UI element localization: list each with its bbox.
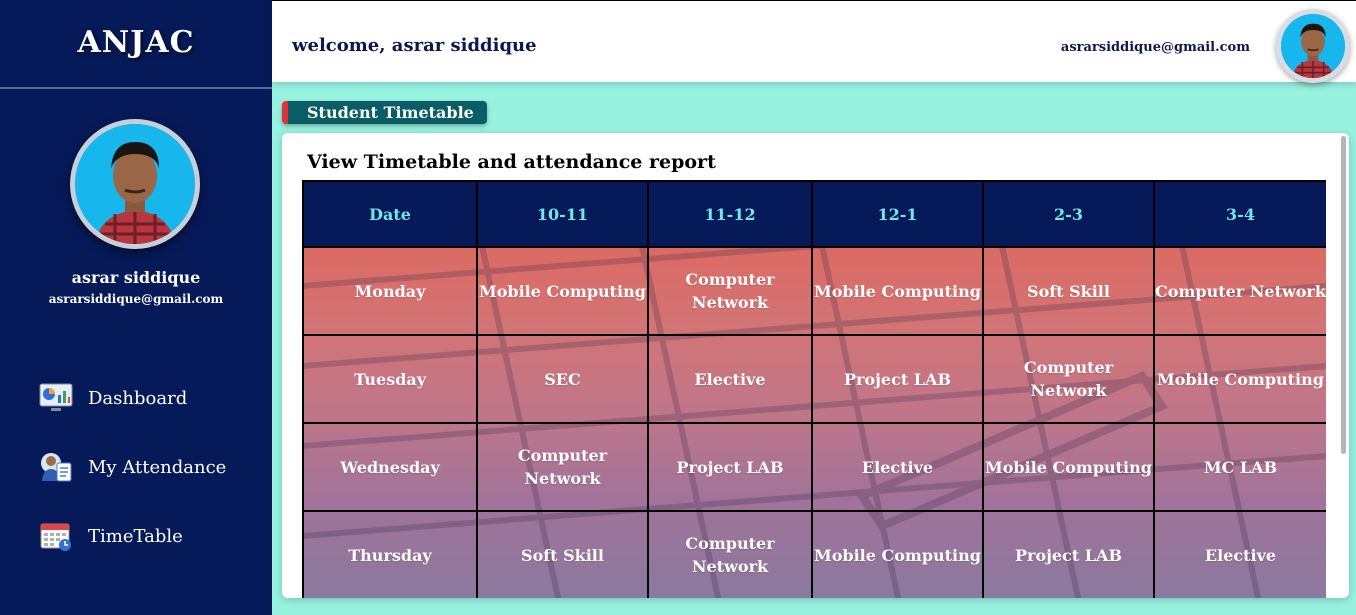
timetable-header-row: Date 10-11 11-12 12-1 2-3 3-4 (302, 180, 1326, 248)
dashboard-icon (38, 381, 74, 415)
period-cell: Computer Network (476, 422, 649, 512)
day-cell: Tuesday (302, 334, 478, 424)
timetable-container: Date 10-11 11-12 12-1 2-3 3-4 Monday Mob… (302, 180, 1326, 598)
card-title: View Timetable and attendance report (307, 151, 716, 173)
period-cell: Elective (647, 334, 813, 424)
day-cell: Wednesday (302, 422, 478, 512)
header-cell: Date (302, 180, 478, 248)
welcome-message: welcome, asrar siddique (292, 35, 537, 56)
user-photo-icon (75, 124, 195, 244)
sidebar-user-name: asrar siddique (71, 268, 201, 287)
nav-label-dashboard: Dashboard (88, 387, 188, 409)
timetable: Date 10-11 11-12 12-1 2-3 3-4 Monday Mob… (302, 180, 1326, 598)
nav-item-my-attendance[interactable]: My Attendance (38, 450, 226, 484)
user-photo-icon (1281, 14, 1345, 78)
day-cell: Monday (302, 246, 478, 336)
nav-item-dashboard[interactable]: Dashboard (38, 381, 187, 415)
header-cell: 12-1 (811, 180, 984, 248)
period-cell: Mobile Computing (811, 246, 984, 336)
top-header: welcome, asrar siddique asrarsiddique@gm… (272, 0, 1356, 83)
table-row: Thursday Soft Skill Computer Network Mob… (302, 510, 1326, 598)
brand-logo[interactable]: ANJAC (0, 0, 272, 89)
sidebar: ANJAC asrar siddique asrarsiddique@gmail… (0, 0, 272, 615)
period-cell: Project LAB (811, 334, 984, 424)
table-row: Monday Mobile Computing Computer Network… (302, 246, 1326, 336)
period-cell: Project LAB (647, 422, 813, 512)
period-cell: Computer Network (647, 510, 813, 598)
period-cell: MC LAB (1153, 422, 1326, 512)
period-cell: Mobile Computing (1153, 334, 1326, 424)
table-row: Tuesday SEC Elective Project LAB Compute… (302, 334, 1326, 424)
scrollbar[interactable] (1341, 136, 1346, 454)
nav-item-timetable[interactable]: TimeTable (38, 519, 183, 553)
nav-label-timetable: TimeTable (88, 525, 183, 547)
header-cell: 3-4 (1153, 180, 1326, 248)
sidebar-avatar (70, 119, 200, 249)
calendar-icon (38, 519, 74, 553)
period-cell: Computer Network (982, 334, 1155, 424)
day-cell: Thursday (302, 510, 478, 598)
period-cell: Mobile Computing (476, 246, 649, 336)
attendance-icon (38, 450, 74, 484)
header-user-email: asrarsiddique@gmail.com (1060, 40, 1250, 55)
period-cell: Elective (1153, 510, 1326, 598)
period-cell: Soft Skill (982, 246, 1155, 336)
period-cell: SEC (476, 334, 649, 424)
period-cell: Mobile Computing (811, 510, 984, 598)
period-cell: Elective (811, 422, 984, 512)
header-cell: 2-3 (982, 180, 1155, 248)
period-cell: Computer Network (1153, 246, 1326, 336)
period-cell: Soft Skill (476, 510, 649, 598)
timetable-card: View Timetable and attendance report (282, 133, 1349, 598)
period-cell: Project LAB (982, 510, 1155, 598)
section-title-tag: Student Timetable (282, 101, 487, 124)
table-row: Wednesday Computer Network Project LAB E… (302, 422, 1326, 512)
period-cell: Mobile Computing (982, 422, 1155, 512)
nav-label-my-attendance: My Attendance (88, 456, 227, 478)
sidebar-user-email: asrarsiddique@gmail.com (48, 292, 224, 306)
header-cell: 11-12 (647, 180, 813, 248)
header-avatar[interactable] (1276, 9, 1350, 83)
period-cell: Computer Network (647, 246, 813, 336)
header-cell: 10-11 (476, 180, 649, 248)
